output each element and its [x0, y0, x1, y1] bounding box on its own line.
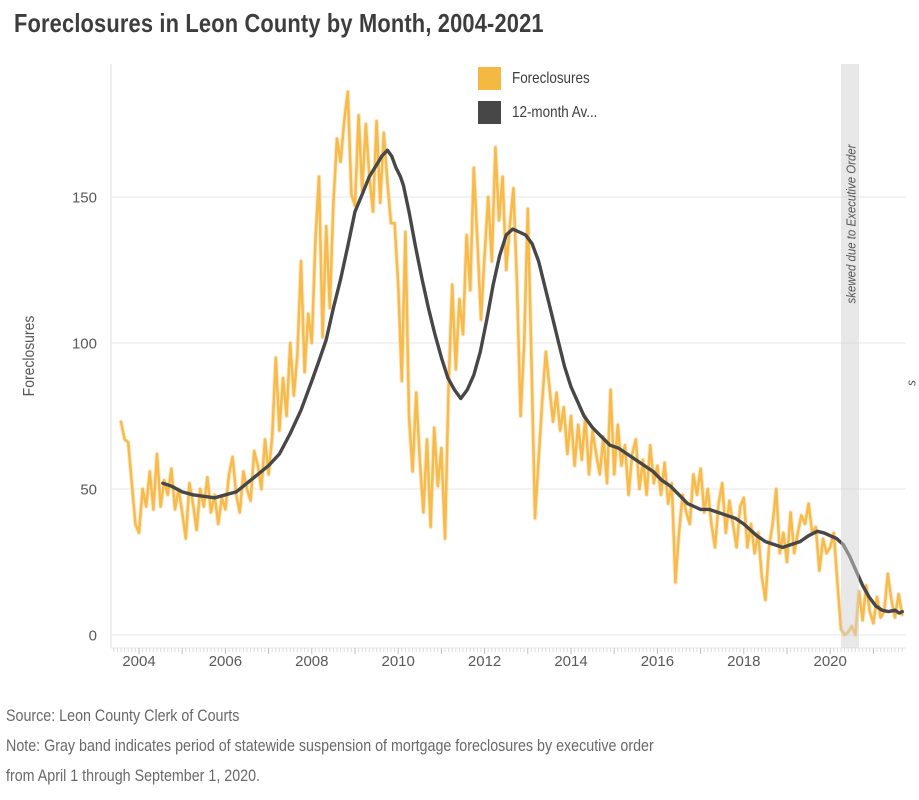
y-tick-label-100: 100	[72, 336, 97, 353]
average-legend-swatch	[478, 101, 501, 124]
x-tick-label-2006: 2006	[209, 653, 242, 670]
y-tick-label-150: 150	[72, 190, 97, 207]
x-tick-label-2008: 2008	[295, 653, 328, 670]
executive-order-band	[841, 64, 859, 648]
x-tick-label-2014: 2014	[554, 653, 587, 670]
footer-source: Source: Leon County Clerk of Courts	[6, 706, 240, 725]
x-tick-label-2020: 2020	[814, 653, 847, 670]
foreclosures-legend-swatch	[478, 67, 501, 90]
chart-canvas[interactable]: 0 50 100 150 2004 2006 2008 2010 2012 2014 2016 201…	[0, 0, 919, 695]
foreclosures-line[interactable]	[119, 90, 904, 637]
x-tick-label-2016: 2016	[641, 653, 674, 670]
page-title: Foreclosures in Leon County by Month, 20…	[14, 8, 645, 39]
y-tick-label-0: 0	[89, 628, 97, 645]
y-axis-title: Foreclosures	[21, 315, 38, 397]
right-edge-clipped-annotation: s	[903, 380, 919, 386]
executive-order-band-annotation: skewed due to Executive Order	[843, 144, 859, 304]
y-tick-label-50: 50	[80, 482, 97, 499]
page-title-text: Foreclosures in Leon County by Month, 20…	[14, 8, 544, 38]
x-tick-label-2010: 2010	[382, 653, 415, 670]
legend-item-foreclosures[interactable]: Foreclosures	[478, 67, 604, 90]
x-tick-label-2004: 2004	[122, 653, 155, 670]
foreclosures-legend-label: Foreclosures	[512, 69, 590, 87]
legend-item-average[interactable]: 12-month Av...	[478, 101, 614, 124]
average-legend-label: 12-month Av...	[512, 103, 598, 121]
x-tick-label-2012: 2012	[468, 653, 501, 670]
footer-note-line2: from April 1 through September 1, 2020.	[6, 766, 261, 785]
average-line[interactable]	[161, 148, 904, 615]
x-tick-label-2018: 2018	[727, 653, 760, 670]
footer-note-line1: Note: Gray band indicates period of stat…	[6, 736, 654, 755]
